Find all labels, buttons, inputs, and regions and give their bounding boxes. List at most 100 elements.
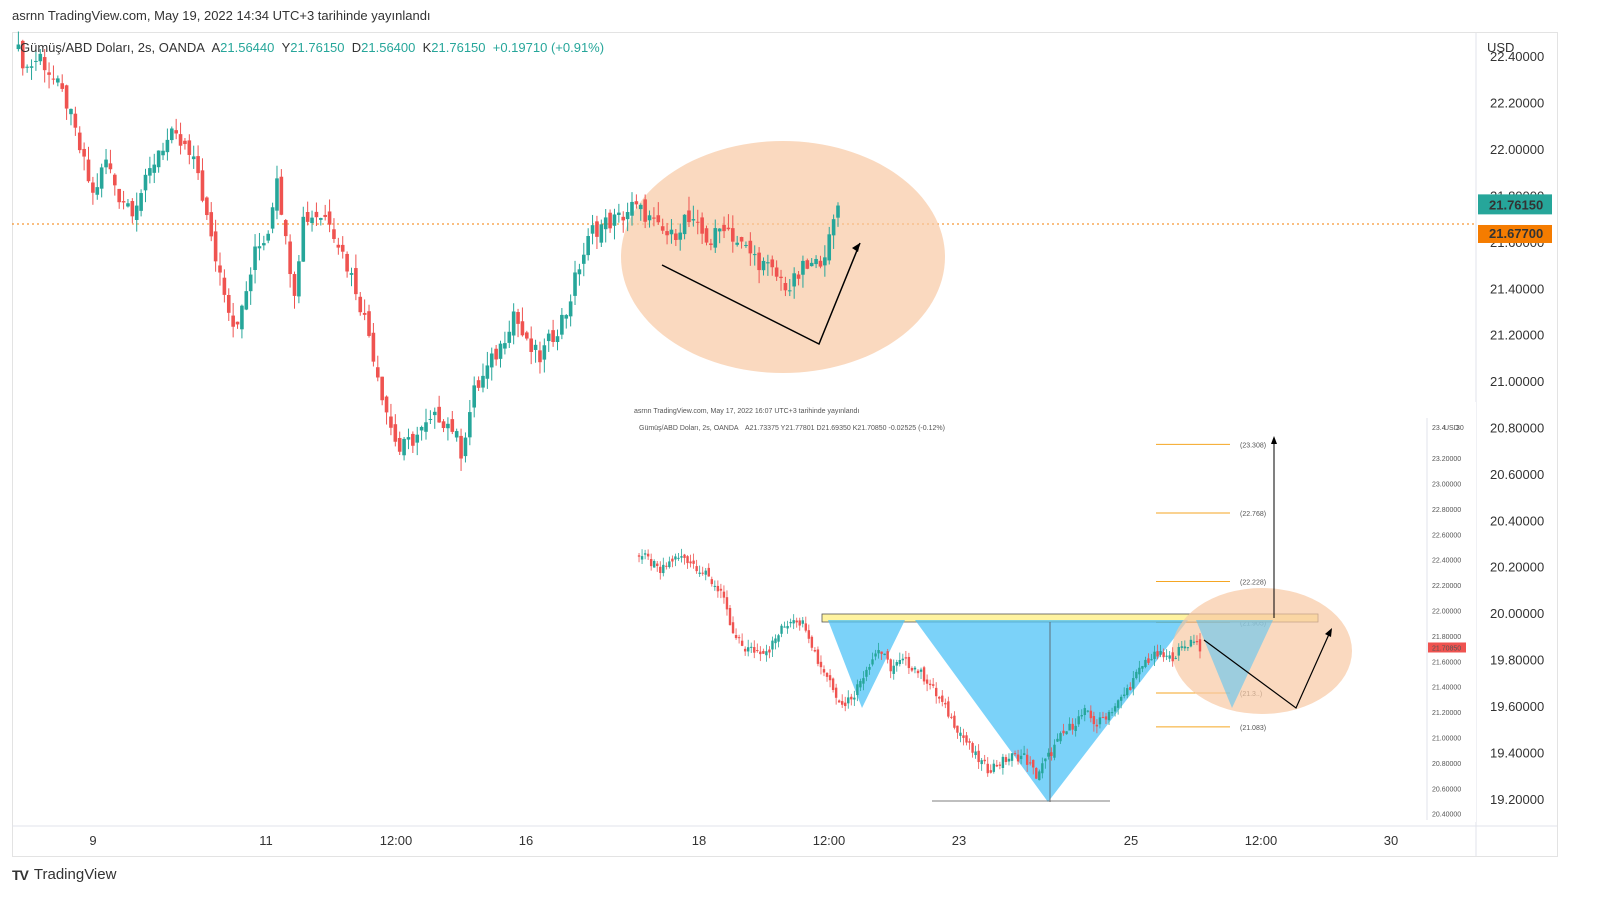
inset-candle-body bbox=[692, 560, 695, 564]
x-tick-label: 18 bbox=[692, 833, 706, 848]
inset-chart: asrnn TradingView.com, May 17, 2022 16:0… bbox=[630, 402, 1476, 822]
inset-candle-body bbox=[1141, 666, 1144, 669]
inset-candle-body bbox=[731, 622, 735, 634]
x-tick-label: 30 bbox=[1384, 833, 1398, 848]
candle-body bbox=[148, 168, 152, 176]
inset-candle-body bbox=[677, 557, 680, 559]
candle-body bbox=[226, 295, 231, 313]
inset-candle-body bbox=[880, 651, 883, 654]
candle-body bbox=[244, 291, 249, 310]
inset-candle-body bbox=[856, 684, 859, 696]
inset-candle-body bbox=[1019, 755, 1023, 760]
target-arrow-head-icon bbox=[1271, 436, 1277, 444]
candle-body bbox=[51, 78, 56, 80]
inset-candle-body bbox=[898, 660, 902, 665]
inset-candle-body bbox=[646, 553, 650, 557]
candle-body bbox=[665, 231, 669, 236]
candle-body bbox=[270, 207, 275, 229]
tradingview-footer[interactable]: TV TradingView bbox=[12, 866, 116, 883]
inset-candle-body bbox=[828, 675, 832, 681]
inset-candle-body bbox=[756, 650, 759, 652]
candle-body bbox=[34, 60, 38, 62]
candle-body bbox=[248, 274, 253, 292]
candle-body bbox=[82, 148, 86, 157]
inset-candle-body bbox=[825, 672, 829, 677]
inset-candle-body bbox=[1092, 716, 1096, 725]
inset-candle-body bbox=[750, 646, 753, 648]
candle-body bbox=[178, 134, 183, 146]
candle-body bbox=[652, 217, 656, 219]
inset-candle-body bbox=[753, 647, 756, 653]
candle-body bbox=[494, 348, 498, 360]
candle-body bbox=[660, 226, 665, 231]
candle-body bbox=[38, 53, 43, 62]
retest-arrow-head-icon bbox=[1325, 628, 1332, 637]
candle-body bbox=[69, 108, 73, 115]
candle-body bbox=[297, 261, 301, 297]
candle-body bbox=[402, 438, 406, 456]
legend-close: 21.76150 bbox=[431, 40, 486, 55]
last-price-label: 21.76150 bbox=[1489, 197, 1543, 212]
inset-candle-body bbox=[722, 591, 726, 598]
inset-candle-body bbox=[1183, 646, 1187, 649]
inset-candle-body bbox=[980, 760, 983, 765]
candle-body bbox=[669, 229, 674, 235]
inset-candle-body bbox=[1068, 723, 1071, 731]
inset-candle-body bbox=[910, 668, 914, 671]
inset-candle-body bbox=[925, 679, 929, 684]
candle-body bbox=[581, 254, 586, 264]
candle-body bbox=[354, 268, 358, 295]
left-shoulder-shape bbox=[828, 620, 905, 708]
candle-body bbox=[411, 433, 415, 446]
inset-candle-body bbox=[916, 670, 920, 674]
candle-body bbox=[516, 312, 520, 324]
candle-body bbox=[231, 315, 235, 327]
legend-c-label: K bbox=[422, 40, 432, 55]
prev-level-badge bbox=[1478, 224, 1552, 243]
inset-candle-body bbox=[934, 687, 938, 697]
inset-candle-body bbox=[1110, 712, 1114, 714]
inset-candle-body bbox=[1016, 754, 1020, 762]
inset-candle-body bbox=[1071, 723, 1074, 730]
inset-candle-body bbox=[919, 669, 923, 672]
inset-candle-body bbox=[892, 665, 895, 674]
inset-y-tick: 20.40000 bbox=[1432, 812, 1461, 819]
candle-body bbox=[161, 150, 165, 156]
legend-o-label: A bbox=[211, 40, 221, 55]
candle-body bbox=[310, 217, 314, 224]
candle-body bbox=[564, 315, 569, 319]
y-tick-label: 21.40000 bbox=[1490, 281, 1544, 296]
inset-candle-body bbox=[983, 759, 986, 762]
inset-candle-body bbox=[1180, 646, 1184, 648]
inset-candle-body bbox=[1113, 706, 1117, 712]
inset-candle-body bbox=[1129, 687, 1132, 690]
candle-body bbox=[152, 164, 157, 173]
candle-body bbox=[625, 212, 630, 220]
candle-body bbox=[630, 201, 634, 216]
inset-candle-body bbox=[1119, 696, 1123, 701]
candle-body bbox=[555, 336, 560, 343]
x-tick-label: 12:00 bbox=[813, 833, 846, 848]
inset-candle-body bbox=[1135, 671, 1138, 679]
inset-candle-body bbox=[974, 751, 977, 756]
candle-body bbox=[275, 178, 279, 211]
candle-body bbox=[397, 437, 402, 452]
candle-body bbox=[766, 262, 770, 264]
inset-candle-body bbox=[868, 666, 871, 670]
chart-frame[interactable] bbox=[12, 32, 1558, 857]
candle-body bbox=[590, 225, 595, 234]
inset-legend: Gümüş/ABD Doları, 2s, OANDA bbox=[639, 425, 739, 432]
candle-body bbox=[73, 113, 78, 128]
candle-body bbox=[283, 220, 288, 237]
candle-body bbox=[533, 344, 538, 350]
legend-symbol: Gümüş/ABD Doları, 2s, OANDA bbox=[20, 40, 205, 55]
fib-level-label: (22.228) bbox=[1240, 580, 1266, 587]
inset-candle-body bbox=[1025, 754, 1029, 765]
candle-body bbox=[165, 139, 170, 153]
candle-body bbox=[682, 214, 687, 235]
inset-candle-body bbox=[1192, 641, 1196, 643]
inset-candle-body bbox=[877, 650, 880, 654]
candle-body bbox=[415, 434, 420, 443]
inset-candle-body bbox=[895, 662, 898, 666]
